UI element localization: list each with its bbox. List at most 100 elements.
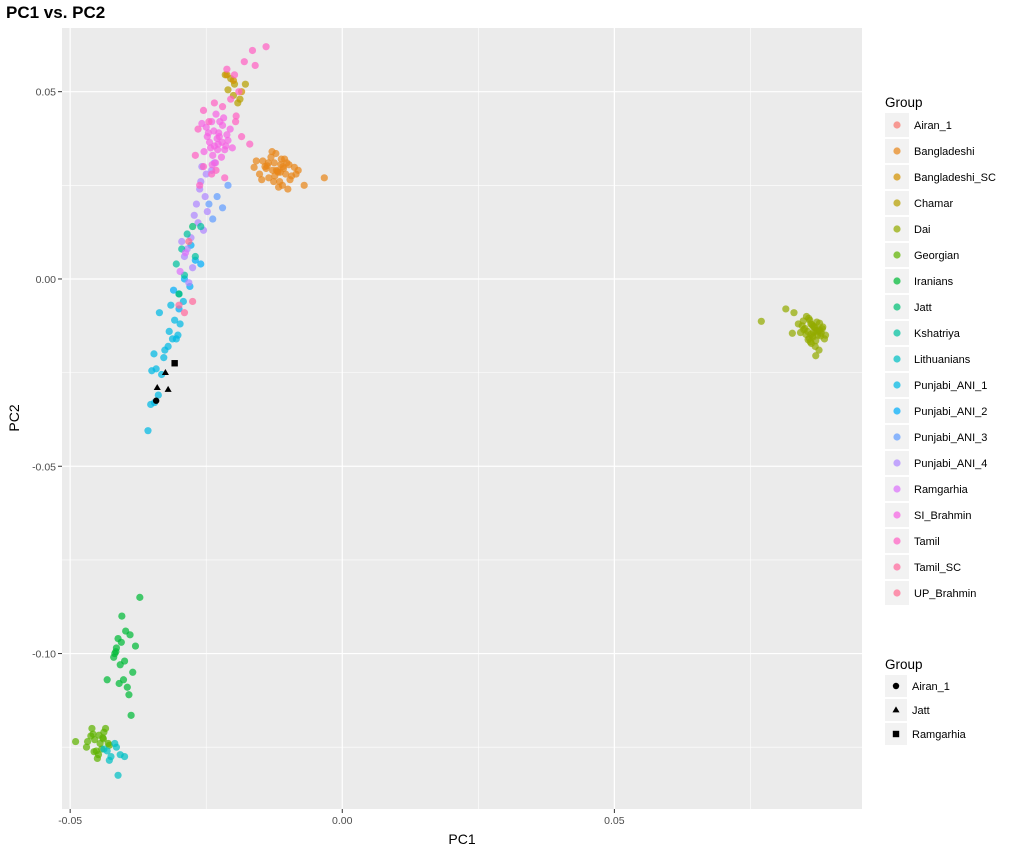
point-punjabi-ani-3: [209, 215, 217, 223]
point-punjabi-ani-4: [202, 170, 210, 178]
point-bangladeshi: [292, 170, 300, 178]
shape-point-jatt: [164, 385, 172, 392]
point-punjabi-ani-4: [201, 192, 209, 201]
point-bangladeshi: [284, 185, 292, 193]
point-bangladeshi: [286, 176, 294, 184]
point-tamil: [227, 95, 235, 103]
point-bangladeshi: [265, 174, 273, 182]
point-bangladeshi: [282, 170, 290, 178]
point-si-brahmin: [214, 146, 222, 154]
point-dai: [796, 328, 805, 337]
point-iranians: [112, 648, 120, 656]
point-bangladeshi-sc: [229, 76, 238, 85]
point-bangladeshi: [276, 168, 284, 176]
shape-points: [152, 360, 178, 404]
point-punjabi-ani-1: [155, 309, 164, 317]
shape-legend-marker-jatt: [892, 706, 900, 713]
point-lithuanians: [114, 771, 122, 779]
point-kshatriya: [183, 230, 191, 238]
legend-label-jatt: Jatt: [914, 302, 932, 314]
point-georgian: [101, 724, 110, 733]
chart-title: PC1 vs. PC2: [6, 3, 105, 22]
point-chamar: [236, 95, 244, 103]
x-axis-ticks: -0.05 0.00 0.05: [58, 809, 625, 827]
x-tick-label: 0.05: [604, 815, 625, 827]
point-si-brahmin: [204, 129, 212, 137]
point-georgian: [72, 737, 80, 746]
point-si-brahmin: [226, 125, 234, 133]
legend-marker-iranians: [893, 277, 901, 285]
point-tamil: [196, 181, 204, 189]
point-tamil: [218, 103, 227, 111]
point-si-brahmin: [208, 161, 216, 169]
point-si-brahmin: [228, 144, 236, 152]
point-dai: [788, 329, 796, 337]
point-iranians: [131, 642, 140, 650]
point-iranians: [103, 676, 111, 684]
point-iranians: [127, 711, 135, 719]
point-iranians: [117, 638, 125, 646]
point-bangladeshi: [258, 176, 266, 184]
point-punjabi-ani-1: [167, 301, 175, 309]
legend-label-dai: Dai: [914, 224, 931, 236]
plot-panel: [62, 28, 862, 809]
shape-legend-title: Group: [885, 657, 923, 672]
legend-marker-tamil-sc: [893, 563, 901, 571]
point-punjabi-ani-1: [144, 427, 152, 435]
legend-marker-kshatriya: [893, 329, 901, 337]
point-si-brahmin: [212, 110, 220, 118]
shape-legend: Group Airan_1 Jatt Ramgarhia: [885, 657, 967, 745]
x-tick-label: -0.05: [58, 815, 82, 827]
point-bangladeshi: [270, 177, 278, 186]
point-bangladeshi: [267, 153, 275, 161]
point-si-brahmin: [218, 138, 226, 146]
legend-marker-up-brahmin: [893, 589, 901, 597]
point-bangladeshi: [279, 162, 287, 171]
point-tamil: [246, 140, 254, 148]
x-tick-label: 0.00: [332, 815, 353, 827]
legend-label-kshatriya: Kshatriya: [914, 328, 961, 340]
point-bangladeshi: [259, 157, 267, 165]
point-tamil-sc: [180, 309, 189, 317]
legend-marker-bangladeshi: [893, 147, 901, 155]
legend-marker-si-brahmin: [893, 511, 901, 519]
point-jatt: [189, 222, 197, 231]
point-punjabi-ani-2: [169, 286, 178, 294]
point-lithuanians: [112, 743, 121, 751]
point-tamil: [248, 46, 257, 55]
point-chamar: [224, 86, 232, 94]
point-tamil: [251, 61, 259, 70]
point-iranians: [125, 691, 133, 699]
point-punjabi-ani-1: [176, 320, 184, 328]
point-si-brahmin: [209, 151, 217, 159]
point-tamil: [210, 99, 218, 107]
point-punjabi-ani-1: [152, 365, 160, 373]
point-bangladeshi: [264, 159, 272, 167]
point-tamil-sc: [189, 297, 197, 306]
point-punjabi-ani-1: [172, 335, 180, 343]
point-tamil: [205, 118, 213, 126]
point-punjabi-ani-3: [205, 200, 213, 208]
point-dai: [799, 317, 807, 325]
point-tamil: [199, 162, 208, 171]
point-si-brahmin: [220, 114, 228, 122]
point-punjabi-ani-1: [165, 327, 173, 336]
point-punjabi-ani-4: [185, 279, 193, 287]
legend-marker-punjabi-ani-2: [893, 407, 901, 415]
legend-label-airan-1: Airan_1: [914, 120, 952, 132]
point-iranians: [118, 612, 126, 620]
y-tick-label: -0.05: [32, 461, 56, 473]
point-si-brahmin: [223, 131, 231, 139]
point-bangladeshi: [255, 170, 264, 178]
y-tick-label: 0.00: [36, 274, 57, 286]
point-iranians: [115, 679, 123, 688]
point-tamil: [191, 151, 199, 159]
point-iranians: [126, 631, 134, 639]
legend-label-tamil-sc: Tamil_SC: [914, 562, 961, 574]
point-tamil: [232, 118, 240, 126]
point-georgian: [83, 737, 92, 746]
point-bangladeshi: [300, 181, 308, 189]
point-bangladeshi: [250, 163, 258, 171]
point-punjabi-ani-4: [190, 211, 198, 219]
